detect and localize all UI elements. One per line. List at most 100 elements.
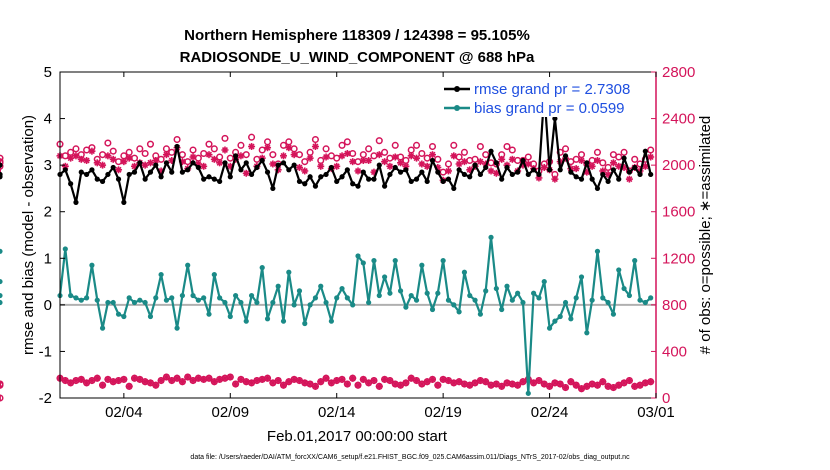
bias-point (0, 299, 3, 306)
obs-possible-marker (253, 155, 261, 163)
x-tick-label: 02/24 (531, 404, 569, 421)
bias-point (248, 292, 255, 299)
obs-possible-marker (482, 151, 490, 159)
asterisk-stroke (126, 155, 133, 162)
rmse-point (573, 174, 579, 180)
asterisk-stroke (365, 157, 372, 164)
obs-possible-marker (503, 142, 511, 151)
obs-count-low-marker (386, 376, 394, 385)
obs-possible-marker (200, 149, 208, 158)
obs-count-low-marker (498, 382, 506, 390)
asterisk-stroke (291, 376, 298, 383)
asterisk-stroke (514, 382, 521, 389)
asterisk-stroke (195, 375, 202, 382)
rmse-point (115, 176, 122, 182)
asterisk-stroke (248, 143, 255, 150)
asterisk-stroke (365, 379, 372, 386)
rmse-point (217, 178, 223, 185)
rmse-point (195, 164, 201, 171)
asterisk-stroke (615, 382, 622, 389)
obs-assimilated-marker (609, 159, 617, 167)
bias-point (451, 302, 457, 308)
bias-point (131, 299, 138, 306)
rmse-point (424, 178, 430, 185)
asterisk-stroke (190, 377, 196, 384)
rmse-point (248, 171, 255, 178)
asterisk-stroke (211, 378, 218, 385)
obs-count-low-marker (434, 381, 442, 389)
asterisk-stroke (408, 375, 415, 382)
obs-possible-marker (141, 149, 149, 158)
obs-count-low-marker (354, 381, 362, 389)
bias-point (89, 262, 95, 268)
obs-count-low-marker (583, 382, 591, 390)
rmse-point (408, 178, 414, 185)
rmse-point (62, 167, 68, 173)
bias-point (68, 292, 74, 299)
asterisk-stroke (381, 376, 388, 383)
obs-possible-marker (444, 160, 453, 168)
bias-point (78, 297, 84, 303)
y-left-tick-label: 1 (44, 250, 52, 267)
asterisk-stroke (504, 379, 510, 386)
asterisk-stroke (67, 155, 74, 162)
asterisk-stroke (99, 382, 106, 389)
obs-possible-marker (136, 145, 144, 153)
bias-point (413, 297, 420, 303)
y-right-tick-label: 1600 (662, 204, 695, 221)
asterisk-stroke (472, 379, 479, 386)
bias-point (376, 292, 382, 299)
bias-point (280, 318, 287, 324)
obs-count-low-marker (279, 381, 288, 389)
obs-count-low-marker (561, 383, 570, 392)
asterisk-stroke (72, 152, 79, 159)
bias-point (147, 313, 154, 320)
obs-count-low-marker (577, 385, 586, 393)
bias-point (594, 248, 601, 254)
obs-count-low-marker (370, 376, 378, 385)
rmse-series-line (59, 91, 652, 204)
bias-point (493, 285, 499, 292)
rmse-point (600, 171, 606, 178)
obs-assimilated-marker (572, 165, 580, 173)
bias-point (254, 299, 260, 306)
rmse-point (360, 169, 366, 175)
rmse-point (94, 176, 100, 182)
asterisk-stroke (525, 160, 532, 167)
rmse-point (0, 162, 3, 168)
y-left-tick-label: 2 (44, 204, 52, 221)
obs-assimilated-marker (306, 154, 314, 162)
asterisk-stroke (578, 157, 585, 164)
obs-count-low-marker (338, 375, 346, 383)
bias-point (605, 299, 611, 306)
bias-point (211, 271, 217, 278)
asterisk-stroke (296, 164, 303, 171)
obs-assimilated-marker (248, 143, 256, 151)
rmse-point (233, 153, 239, 159)
obs-count-low-marker (248, 379, 256, 387)
asterisk-stroke (413, 155, 420, 162)
bias-point (350, 302, 356, 308)
asterisk-stroke (243, 378, 250, 385)
bias-point (461, 269, 468, 275)
obs-assimilated-marker (290, 151, 298, 159)
rmse-point (616, 176, 622, 182)
asterisk-stroke (168, 157, 175, 164)
asterisk-stroke (450, 152, 457, 159)
obs-count-low-marker (0, 380, 4, 388)
rmse-point (467, 174, 473, 180)
obs-count-low-marker (428, 375, 437, 383)
asterisk-stroke (344, 150, 351, 157)
obs-count-low-marker (482, 378, 490, 386)
obs-assimilated-marker (540, 163, 548, 171)
rmse-point (621, 155, 627, 161)
rmse-point (350, 181, 356, 187)
asterisk-stroke (152, 382, 159, 389)
rmse-point (472, 162, 478, 168)
asterisk-stroke (605, 383, 612, 390)
bias-point (62, 246, 68, 252)
rmse-point (456, 167, 462, 173)
rmse-point (190, 160, 196, 166)
rmse-point (68, 181, 74, 187)
bias-point (302, 320, 308, 327)
